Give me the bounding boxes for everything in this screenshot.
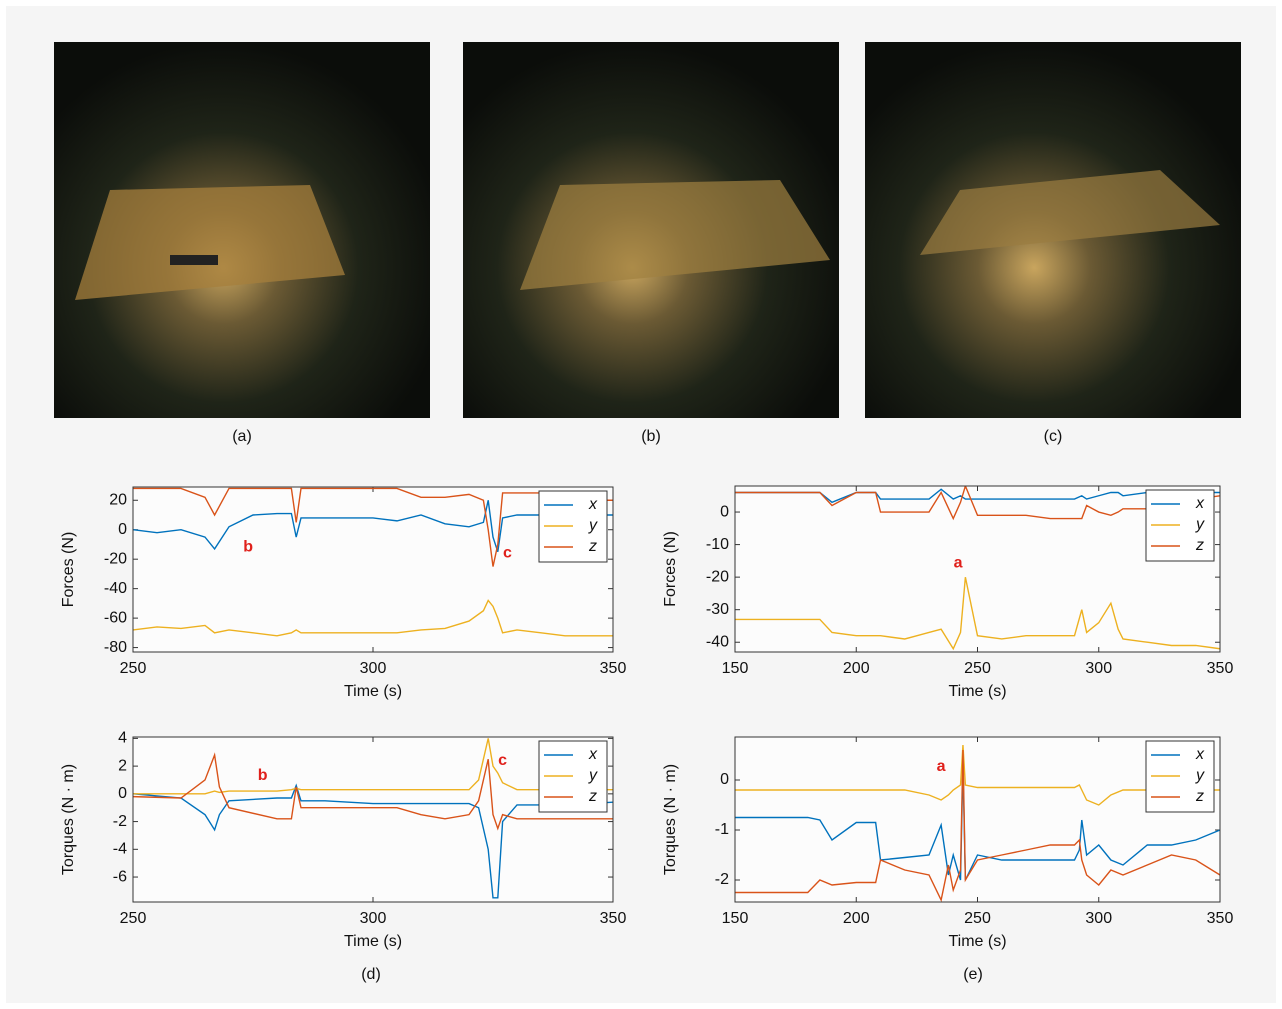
photo-caption: (b): [641, 428, 661, 445]
photo-caption: (a): [232, 428, 252, 445]
legend: xyz: [1146, 741, 1214, 812]
legend: xyz: [1146, 490, 1214, 561]
legend-label: z: [1195, 537, 1204, 554]
x-tick-label: 250: [120, 910, 147, 927]
x-tick-label: 300: [360, 660, 387, 677]
y-axis-label: Forces (N): [662, 531, 679, 607]
legend-label: y: [588, 767, 598, 784]
x-axis-label: Time (s): [344, 683, 402, 700]
legend-label: x: [588, 496, 598, 513]
x-axis-label: Time (s): [948, 933, 1006, 950]
x-tick-label: 250: [964, 910, 991, 927]
x-tick-label: 250: [120, 660, 147, 677]
x-tick-label: 300: [1085, 660, 1112, 677]
y-axis-label: Torques (N · m): [662, 764, 679, 875]
y-tick-label: -2: [715, 871, 729, 888]
legend-label: x: [1195, 746, 1205, 763]
x-tick-label: 200: [843, 910, 870, 927]
photo: [865, 42, 1241, 418]
x-tick-label: 150: [722, 910, 749, 927]
x-tick-label: 350: [600, 910, 627, 927]
annotation: b: [243, 539, 253, 556]
chart-caption: (d): [361, 966, 381, 983]
figure: (a) (b) (c) (d) (e) 200-20-40-60-8025030…: [0, 0, 1282, 1009]
y-tick-label: -2: [113, 813, 127, 830]
y-tick-label: -1: [715, 821, 729, 838]
x-tick-label: 350: [1207, 910, 1234, 927]
page: (a) (b) (c) (d) (e) 200-20-40-60-8025030…: [0, 0, 1282, 1009]
legend-label: y: [1195, 767, 1205, 784]
legend-label: y: [1195, 516, 1205, 533]
y-tick-label: 2: [118, 757, 127, 774]
y-tick-label: 20: [109, 491, 127, 508]
y-tick-label: -40: [104, 580, 127, 597]
x-tick-label: 300: [1085, 910, 1112, 927]
annotation: a: [937, 758, 946, 775]
x-tick-label: 300: [360, 910, 387, 927]
y-tick-label: 0: [720, 771, 729, 788]
annotation: c: [503, 545, 512, 562]
legend: xyz: [539, 491, 607, 562]
y-axis-label: Forces (N): [60, 532, 77, 608]
y-tick-label: -20: [104, 550, 127, 567]
y-tick-label: 0: [720, 503, 729, 520]
y-tick-label: -80: [104, 639, 127, 656]
y-tick-label: -40: [706, 633, 729, 650]
x-tick-label: 200: [843, 660, 870, 677]
y-tick-label: -10: [706, 536, 729, 553]
y-tick-label: -4: [113, 841, 127, 858]
legend-label: y: [588, 517, 598, 534]
annotation: a: [954, 554, 963, 571]
x-tick-label: 350: [600, 660, 627, 677]
legend-label: x: [588, 746, 598, 763]
chart-caption: (e): [963, 966, 983, 983]
y-tick-label: 0: [118, 521, 127, 538]
y-axis-label: Torques (N · m): [60, 764, 77, 875]
photo: [54, 42, 430, 418]
y-tick-label: -6: [113, 868, 127, 885]
legend-label: z: [1195, 788, 1204, 805]
legend: xyz: [539, 741, 607, 812]
legend-label: x: [1195, 495, 1205, 512]
x-tick-label: 150: [722, 660, 749, 677]
x-axis-label: Time (s): [344, 933, 402, 950]
x-axis-label: Time (s): [948, 683, 1006, 700]
legend-label: z: [588, 788, 597, 805]
y-tick-label: -30: [706, 601, 729, 618]
y-tick-label: -60: [104, 609, 127, 626]
x-tick-label: 250: [964, 660, 991, 677]
legend-label: z: [588, 538, 597, 555]
y-tick-label: 0: [118, 785, 127, 802]
annotation: c: [498, 752, 507, 769]
x-tick-label: 350: [1207, 660, 1234, 677]
y-tick-label: 4: [118, 730, 127, 747]
y-tick-label: -20: [706, 568, 729, 585]
photo: [463, 42, 839, 418]
photo-caption: (c): [1044, 428, 1063, 445]
annotation: b: [258, 767, 268, 784]
